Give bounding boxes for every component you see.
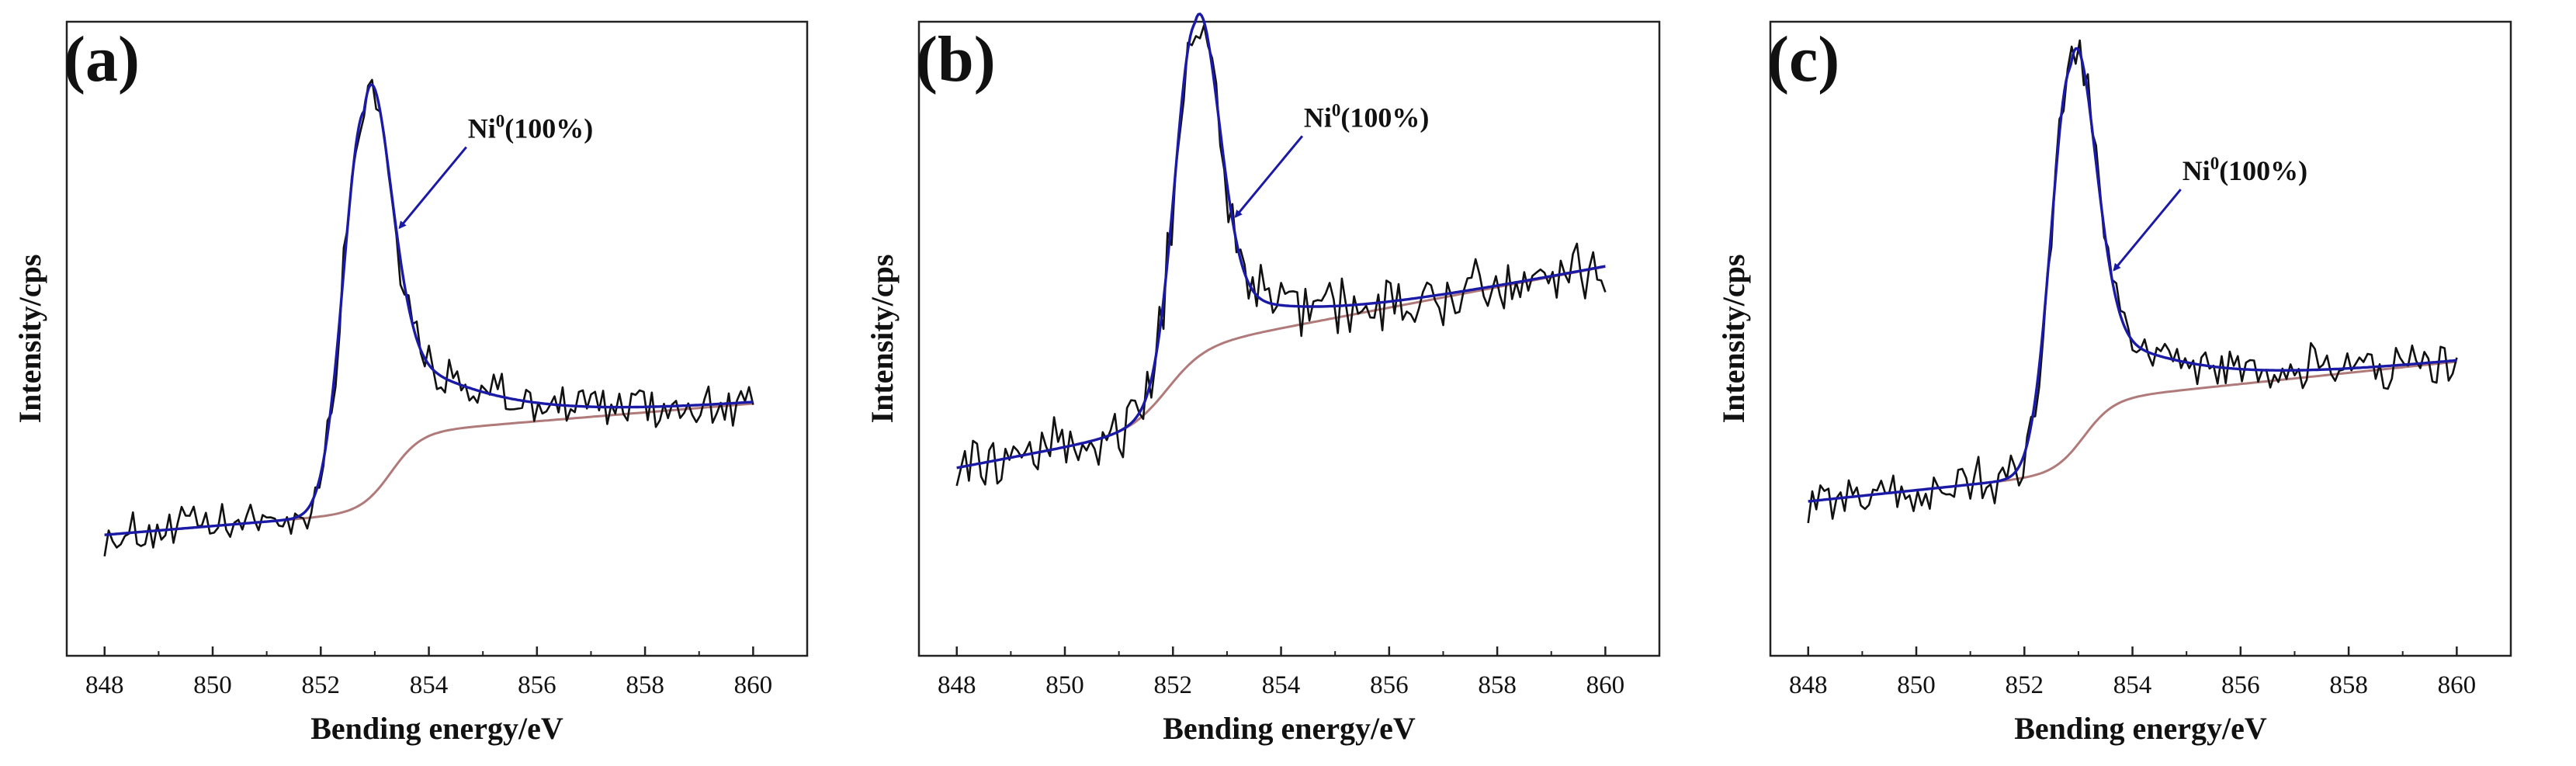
panel-c-xtick-label: 858 xyxy=(2329,671,2368,699)
panel-a-xtick-label: 856 xyxy=(518,671,556,699)
panel-b-xtick-label: 858 xyxy=(1478,671,1517,699)
panel-a-label: (a) xyxy=(64,23,140,95)
panel-b-xtick-label: 854 xyxy=(1262,671,1301,699)
panel-b-xtick-label: 852 xyxy=(1154,671,1193,699)
panel-b-xtick-label: 856 xyxy=(1370,671,1409,699)
panel-a-xtick-label: 858 xyxy=(626,671,664,699)
panel-b-annotation: Ni0(100%) xyxy=(1304,100,1429,133)
panel-a-xtick-label: 848 xyxy=(85,671,124,699)
panel-a: 848 850 852 854 856 858 860 (a) Bending energy/e… xyxy=(12,20,809,746)
panel-c-annotation: Ni0(100%) xyxy=(2182,154,2307,186)
panel-c-frame xyxy=(1769,20,2512,657)
panel-c-xtick-label: 856 xyxy=(2221,671,2260,699)
panel-b-label: (b) xyxy=(916,23,996,95)
panel-a-xlabel: Bending energy/eV xyxy=(310,711,563,746)
panel-a-frame xyxy=(65,20,809,657)
panel-a-raw-data-line xyxy=(103,78,754,557)
panel-c-xlabel: Bending energy/eV xyxy=(2014,711,2267,746)
panel-b-xlabel: Bending energy/eV xyxy=(1163,711,1416,746)
panel-c-annotation-arrow xyxy=(2113,189,2182,272)
panel-b-frame xyxy=(917,20,1661,657)
panel-a-ylabel: Intensity/cps xyxy=(12,255,47,424)
panel-c: 848 850 852 854 856 858 860 (c) Bending energy/e… xyxy=(1716,20,2512,746)
panel-c-xtick-label: 852 xyxy=(2006,671,2044,699)
panel-c-fit-line xyxy=(1808,47,2457,503)
panel-b-xtick-label: 848 xyxy=(938,671,976,699)
panel-b-xtick-label: 860 xyxy=(1586,671,1625,699)
panel-a-xtick-label: 852 xyxy=(302,671,341,699)
panel-b-annotation-arrow xyxy=(1234,135,1304,218)
panel-b-xtick-label: 850 xyxy=(1045,671,1084,699)
panel-b-raw-data-line xyxy=(955,24,1607,487)
panel-c-label: (c) xyxy=(1767,23,1839,95)
panel-b: 848 850 852 854 856 858 860 (b) Bending energy/e… xyxy=(865,12,1661,746)
panel-c-xtick-label: 850 xyxy=(1897,671,1936,699)
panel-a-annotation: Ni0(100%) xyxy=(468,112,593,144)
panel-c-xtick-label: 854 xyxy=(2113,671,2152,699)
panel-a-annotation-arrow xyxy=(398,146,467,230)
panel-c-xtick-label: 848 xyxy=(1789,671,1828,699)
panel-b-ylabel: Intensity/cps xyxy=(865,255,900,424)
panel-a-xtick-label: 850 xyxy=(193,671,232,699)
panel-a-xtick-label: 860 xyxy=(734,671,773,699)
panel-c-xtick-label: 860 xyxy=(2438,671,2477,699)
panel-b-background-line xyxy=(956,265,1606,470)
panel-a-fit-line xyxy=(104,83,754,536)
panel-c-background-line xyxy=(1808,360,2457,503)
panel-c-raw-data-line xyxy=(1807,39,2458,524)
panel-b-fit-line xyxy=(956,12,1606,470)
panel-c-ylabel: Intensity/cps xyxy=(1716,255,1751,424)
panel-a-xtick-label: 854 xyxy=(410,671,449,699)
